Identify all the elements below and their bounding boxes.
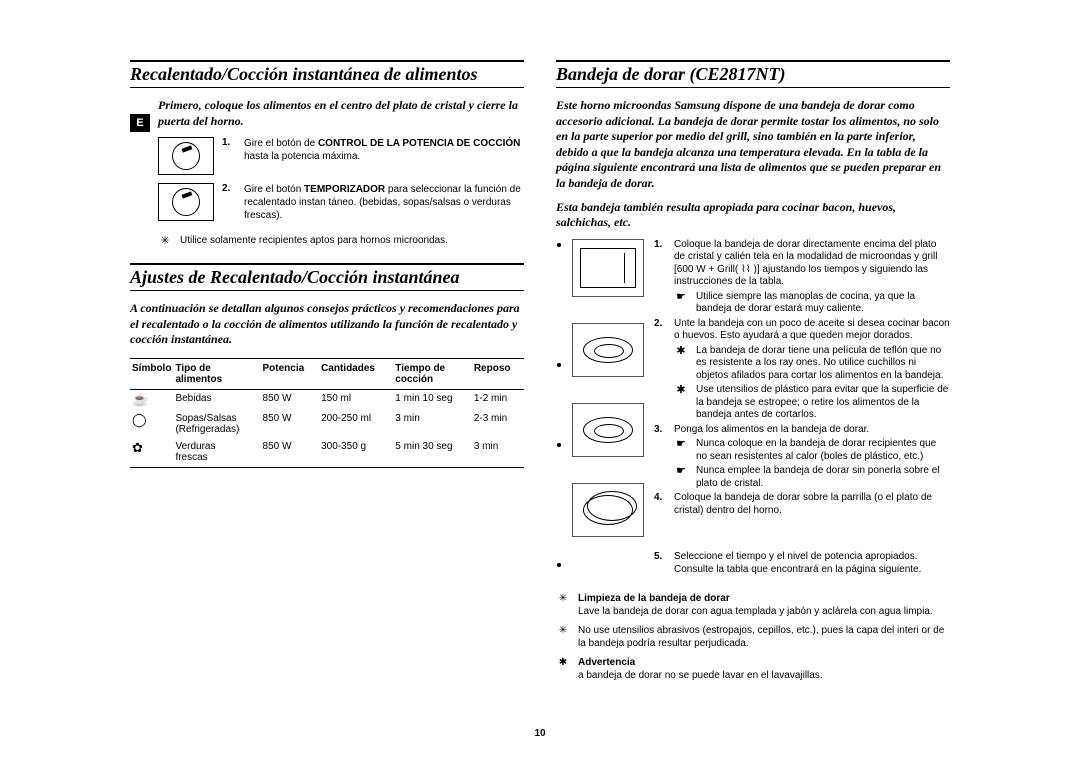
page-number: 10: [534, 728, 545, 739]
note-row: ✳ Utilice solamente recipientes aptos pa…: [158, 234, 524, 247]
step-1: 1. Gire el botón de CONTROL DE LA POTENC…: [158, 137, 524, 175]
intro-right-2: Esta bandeja también resulta apropiada p…: [556, 200, 950, 231]
microwave-diagram-icon: [572, 239, 644, 297]
step-2: 2. Gire el botón TEMPORIZADOR para selec…: [158, 183, 524, 222]
diagram-column: [572, 239, 644, 579]
intro-text-left: Primero, coloque los alimentos en el cen…: [158, 98, 524, 129]
bullet-icon: ✱: [674, 345, 688, 383]
timer-dial-icon: [158, 183, 214, 221]
power-dial-icon: [158, 137, 214, 175]
bullet-icon: ☛: [674, 438, 688, 463]
section-title-browning: Bandeja de dorar (CE2817NT): [556, 60, 950, 88]
left-column: Recalentado/Cocción instantánea de alime…: [130, 60, 524, 688]
num-item: 2.Unte la bandeja con un poco de aceite …: [654, 318, 950, 343]
sub-bullet: ☛Utilice siempre las manoplas de cocina,…: [674, 291, 950, 316]
sub-bullet: ☛Nunca emplee la bandeja de dorar sin po…: [674, 465, 950, 490]
table-header-row: Símbolo Tipo de alimentos Potencia Canti…: [130, 358, 524, 389]
num-item: 5.Seleccione el tiempo y el nivel de pot…: [654, 551, 950, 576]
food-symbol-icon: ☕: [132, 392, 148, 407]
plate-food-diagram-icon: [572, 323, 644, 377]
num-item: 4.Coloque la bandeja de dorar sobre la p…: [654, 492, 950, 517]
num-item: 3.Ponga los alimentos en la bandeja de d…: [654, 424, 950, 437]
food-symbol-icon: ◯: [132, 412, 147, 427]
note-icon: ✱: [556, 656, 570, 682]
note-icon: ✳: [556, 592, 570, 618]
table-row: ◯Sopas/Salsas (Refrigeradas)850 W200-250…: [130, 410, 524, 438]
food-symbol-icon: ✿: [132, 440, 143, 455]
bullet-icon: ✱: [674, 384, 688, 422]
sub-bullet: ✱La bandeja de dorar tiene una película …: [674, 345, 950, 383]
language-badge: E: [130, 114, 150, 132]
step-2-number: 2.: [222, 183, 236, 194]
section-title-reheat: Recalentado/Cocción instantánea de alime…: [130, 60, 524, 88]
page-layout: Recalentado/Cocción instantánea de alime…: [130, 60, 950, 688]
section-title-settings: Ajustes de Recalentado/Cocción instantán…: [130, 263, 524, 291]
intro-right-1: Este horno microondas Samsung dispone de…: [556, 98, 950, 192]
note-symbol-icon: ✳: [158, 234, 172, 247]
right-body: 1.Coloque la bandeja de dorar directamen…: [556, 239, 950, 579]
table-row: ☕Bebidas850 W150 ml1 min 10 seg1-2 min: [130, 389, 524, 410]
bottom-note-row: ✱Advertenciaa bandeja de dorar no se pue…: [556, 656, 950, 682]
step-2-text: Gire el botón TEMPORIZADOR para seleccio…: [244, 183, 524, 222]
instruction-list: 1.Coloque la bandeja de dorar directamen…: [654, 239, 950, 579]
plate-empty-diagram-icon: [572, 403, 644, 457]
num-item: 1.Coloque la bandeja de dorar directamen…: [654, 239, 950, 289]
settings-table: Símbolo Tipo de alimentos Potencia Canti…: [130, 358, 524, 468]
note-text: Utilice solamente recipientes aptos para…: [180, 234, 524, 247]
sub-bullet: ✱Use utensilios de plástico para evitar …: [674, 384, 950, 422]
table-row: ✿Verduras frescas850 W300-350 g5 min 30 …: [130, 438, 524, 468]
sub-bullet: ☛Nunca coloque en la bandeja de dorar re…: [674, 438, 950, 463]
bullet-icon: ☛: [674, 291, 688, 316]
note-icon: ✳: [556, 624, 570, 650]
settings-desc: A continuación se detallan algunos conse…: [130, 301, 524, 348]
plate-rings-diagram-icon: [572, 483, 644, 537]
step-1-text: Gire el botón de CONTROL DE LA POTENCIA …: [244, 137, 524, 163]
right-column: Bandeja de dorar (CE2817NT) Este horno m…: [556, 60, 950, 688]
bullet-icon: ☛: [674, 465, 688, 490]
step-1-number: 1.: [222, 137, 236, 148]
dots-column: [556, 239, 562, 579]
bottom-notes: ✳Limpieza de la bandeja de dorarLave la …: [556, 592, 950, 682]
bottom-note-row: ✳Limpieza de la bandeja de dorarLave la …: [556, 592, 950, 618]
steps-list: 1. Gire el botón de CONTROL DE LA POTENC…: [158, 137, 524, 222]
bottom-note-row: ✳No use utensilios abrasivos (estropajos…: [556, 624, 950, 650]
